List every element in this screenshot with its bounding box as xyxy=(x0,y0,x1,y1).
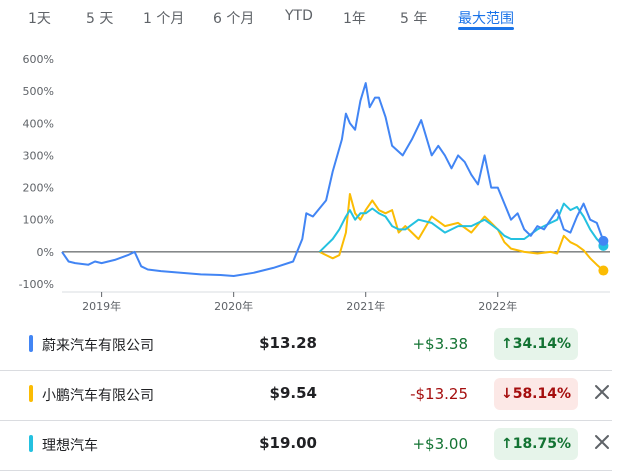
tab-max[interactable]: 最大范围 xyxy=(458,11,514,27)
tab-6-months[interactable]: 6 个月 xyxy=(213,11,255,27)
stock-price: $13.28 xyxy=(259,334,317,352)
y-tick-label: -100% xyxy=(19,278,54,291)
x-tick-label: 2021年 xyxy=(346,299,385,313)
x-tick-label: 2019年 xyxy=(82,299,121,313)
stock-name: 蔚来汽车有限公司 xyxy=(42,338,154,354)
divider xyxy=(0,420,612,421)
y-tick-label: 400% xyxy=(23,117,54,130)
y-tick-label: 200% xyxy=(23,182,54,195)
percent-value: 58.14% xyxy=(512,386,572,402)
percent-change-badge: ↓58.14% xyxy=(494,378,578,410)
close-icon xyxy=(595,385,609,399)
comparison-chart: 600% 500% 400% 300% 200% 100% 0% -100% 2019年 2020… xyxy=(19,53,610,313)
close-icon xyxy=(595,435,609,449)
remove-comparison-button[interactable] xyxy=(590,380,614,404)
time-range-tabs: 1天 5 天 1 个月 6 个月 YTD 1年 5 年 最大范围 xyxy=(0,0,639,36)
stock-row-xpeng[interactable]: 小鹏汽车有限公司 $9.54 -$13.25 ↓58.14% xyxy=(0,370,639,420)
arrow-down-icon: ↓ xyxy=(500,386,513,402)
stock-name: 小鹏汽车有限公司 xyxy=(42,388,154,404)
stock-row-li-auto[interactable]: 理想汽车 $19.00 +$3.00 ↑18.75% xyxy=(0,420,639,470)
series-end-point xyxy=(598,265,609,276)
series-line xyxy=(319,193,605,272)
stock-change: +$3.38 xyxy=(412,335,468,353)
tab-5-years[interactable]: 5 年 xyxy=(400,11,428,27)
tab-1-day[interactable]: 1天 xyxy=(28,11,51,27)
y-tick-label: 500% xyxy=(23,85,54,98)
divider xyxy=(0,370,612,371)
x-tick-label: 2022年 xyxy=(478,299,517,313)
series-line xyxy=(318,202,605,253)
tab-1-month[interactable]: 1 个月 xyxy=(143,11,185,27)
y-tick-label: 300% xyxy=(23,149,54,162)
percent-value: 34.14% xyxy=(512,336,572,352)
tab-ytd[interactable]: YTD xyxy=(285,8,313,24)
arrow-up-icon: ↑ xyxy=(500,436,513,452)
x-tick-label: 2020年 xyxy=(214,299,253,313)
stock-change: -$13.25 xyxy=(410,385,468,403)
stock-change: +$3.00 xyxy=(412,435,468,453)
y-tick-label: 0% xyxy=(37,246,54,259)
active-tab-indicator xyxy=(458,27,514,30)
series-line xyxy=(61,82,605,277)
percent-value: 18.75% xyxy=(512,436,572,452)
series-color-swatch xyxy=(29,435,33,452)
y-tick-label: 600% xyxy=(23,53,54,66)
series-color-swatch xyxy=(29,335,33,352)
stock-row-nio[interactable]: 蔚来汽车有限公司 $13.28 +$3.38 ↑34.14% xyxy=(0,320,639,370)
arrow-up-icon: ↑ xyxy=(500,336,513,352)
remove-comparison-button[interactable] xyxy=(590,430,614,454)
tab-5-days[interactable]: 5 天 xyxy=(86,11,114,27)
y-tick-label: 100% xyxy=(23,214,54,227)
series-end-point xyxy=(598,235,609,246)
stock-price: $9.54 xyxy=(269,384,317,402)
stock-price: $19.00 xyxy=(259,434,317,452)
percent-change-badge: ↑34.14% xyxy=(494,328,578,360)
tab-1-year[interactable]: 1年 xyxy=(343,11,366,27)
percent-change-badge: ↑18.75% xyxy=(494,428,578,460)
stock-name: 理想汽车 xyxy=(42,438,98,454)
series-color-swatch xyxy=(29,385,33,402)
